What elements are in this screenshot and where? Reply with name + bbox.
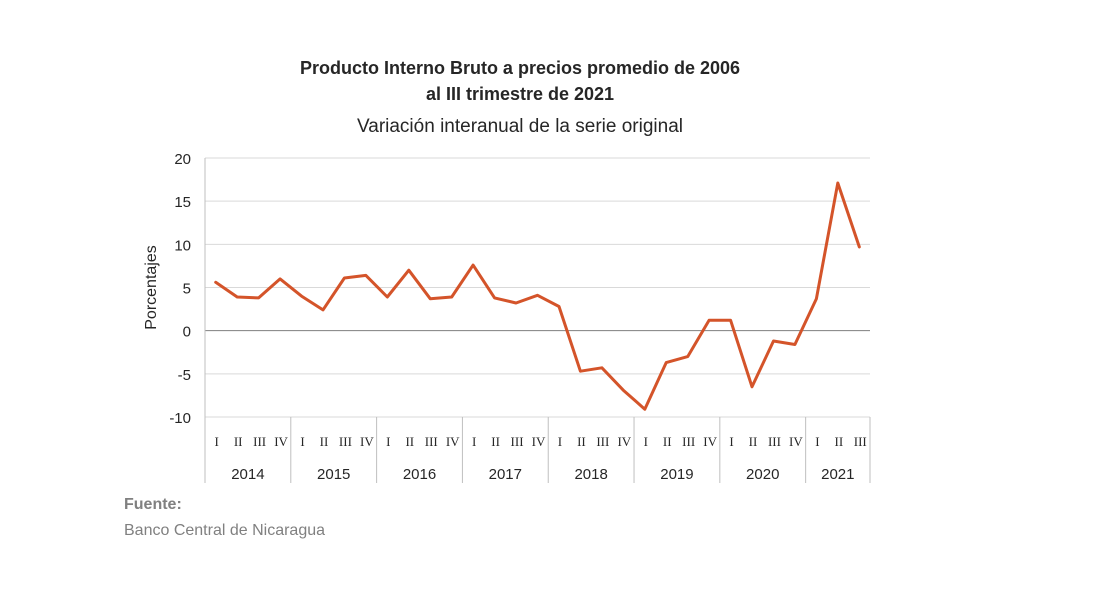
y-tick-label: -10 [169, 410, 191, 427]
quarter-tick-label: II [834, 434, 843, 449]
quarter-tick-label: IV [360, 434, 374, 449]
year-tick-label: 2021 [821, 466, 854, 483]
quarter-tick-label: III [511, 434, 524, 449]
quarter-tick-label: I [215, 434, 219, 449]
quarter-tick-label: IV [617, 434, 631, 449]
year-tick-label: 2015 [317, 466, 350, 483]
quarter-tick-label: III [768, 434, 781, 449]
quarter-tick-label: IV [789, 434, 803, 449]
y-tick-label: 15 [174, 194, 191, 211]
quarter-tick-label: IV [532, 434, 546, 449]
quarter-tick-label: III [425, 434, 438, 449]
year-tick-label: 2014 [231, 466, 264, 483]
chart-title: Producto Interno Bruto a precios promedi… [299, 58, 741, 78]
quarter-tick-label: I [300, 434, 304, 449]
y-tick-label: 0 [183, 324, 191, 341]
quarter-tick-label: II [405, 434, 414, 449]
quarter-tick-label: III [253, 434, 266, 449]
chart-title-line2: al III trimestre de 2021 [425, 84, 615, 104]
quarter-tick-label: II [491, 434, 500, 449]
quarter-tick-label: II [663, 434, 672, 449]
year-tick-label: 2016 [403, 466, 436, 483]
year-tick-label: 2018 [574, 466, 607, 483]
y-tick-label: 20 [174, 151, 191, 168]
quarter-tick-label: II [234, 434, 243, 449]
quarter-tick-label: IV [446, 434, 460, 449]
y-tick-label: -5 [178, 367, 191, 384]
series-line [214, 181, 861, 411]
quarter-tick-label: III [339, 434, 352, 449]
quarter-tick-label: IV [274, 434, 288, 449]
y-tick-label: 5 [183, 281, 191, 298]
source-label: Fuente: [124, 496, 182, 513]
quarter-tick-label: I [729, 434, 733, 449]
quarter-tick-label: I [815, 434, 819, 449]
year-tick-label: 2017 [489, 466, 522, 483]
quarter-tick-label: I [558, 434, 562, 449]
quarter-tick-label: I [644, 434, 648, 449]
quarter-tick-label: III [596, 434, 609, 449]
year-tick-label: 2019 [660, 466, 693, 483]
quarter-tick-label: II [749, 434, 758, 449]
quarter-tick-label: III [682, 434, 695, 449]
y-axis-label: Porcentajes [143, 245, 160, 330]
quarter-tick-label: III [854, 434, 867, 449]
y-tick-label: 10 [174, 237, 191, 254]
quarter-tick-label: II [577, 434, 586, 449]
source-text: Banco Central de Nicaragua [124, 522, 326, 539]
quarter-tick-label: IV [703, 434, 717, 449]
chart-subtitle: Variación interanual de la serie origina… [356, 116, 683, 137]
quarter-tick-label: II [320, 434, 329, 449]
quarter-tick-label: I [386, 434, 390, 449]
quarter-tick-label: I [472, 434, 476, 449]
year-tick-label: 2020 [746, 466, 779, 483]
